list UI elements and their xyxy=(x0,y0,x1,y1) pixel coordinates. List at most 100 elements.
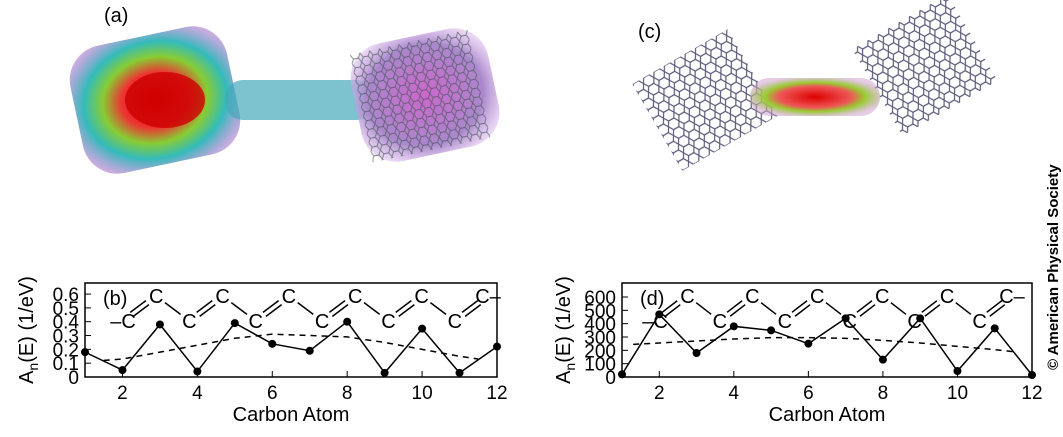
y-tick-label: 0.5 xyxy=(53,299,79,320)
series-line xyxy=(84,320,498,375)
point xyxy=(916,314,925,323)
y-tick-label: 0.6 xyxy=(53,285,79,306)
point xyxy=(804,339,813,348)
atom-label: C xyxy=(778,311,792,333)
atom-label: C xyxy=(875,286,889,308)
point xyxy=(155,320,164,329)
point xyxy=(767,326,776,335)
atom-label: C xyxy=(215,286,229,308)
bond xyxy=(791,300,808,313)
image-a xyxy=(69,26,500,174)
bond xyxy=(825,302,842,315)
point xyxy=(305,346,314,355)
point xyxy=(268,339,277,348)
x-tick-label: 12 xyxy=(486,383,507,404)
x-tick-label: 8 xyxy=(342,383,353,404)
bond xyxy=(199,304,216,317)
y-label-sub: n xyxy=(25,363,41,371)
bond xyxy=(429,302,447,315)
point xyxy=(990,324,999,333)
point xyxy=(380,368,389,377)
bond xyxy=(760,302,777,315)
y-axis-label: An(E) (1/eV) xyxy=(16,276,41,384)
y-tick-label: 0.1 xyxy=(53,354,79,375)
y-tick-label: 300 xyxy=(584,328,616,349)
bond xyxy=(265,304,283,317)
atom-label: C xyxy=(282,286,296,308)
panel-label: (d) xyxy=(640,288,664,310)
atom-label: C xyxy=(745,286,759,308)
atom-label: –C xyxy=(110,311,136,333)
x-tick-label: 2 xyxy=(654,383,665,404)
bond xyxy=(921,300,938,313)
point xyxy=(1028,371,1036,379)
bond xyxy=(856,300,873,313)
bond xyxy=(132,304,150,317)
bond xyxy=(464,304,482,317)
x-tick-label: 12 xyxy=(1021,383,1042,404)
bond xyxy=(297,302,314,315)
atom-label: C xyxy=(972,311,986,333)
atom-label: C xyxy=(348,286,362,308)
atom-label: C xyxy=(149,286,163,308)
point xyxy=(193,367,202,376)
x-tick-label: 2 xyxy=(117,383,128,404)
atom-label: C xyxy=(414,286,428,308)
panel-label: (b) xyxy=(103,288,127,310)
bond xyxy=(164,302,182,315)
point xyxy=(230,319,239,328)
point xyxy=(655,310,664,319)
y-label-sub: n xyxy=(562,363,578,371)
atom-label: C– xyxy=(475,286,501,308)
series-line xyxy=(103,333,479,362)
bond xyxy=(461,300,479,313)
bond xyxy=(890,302,907,315)
x-axis-label: Carbon Atom xyxy=(769,404,886,426)
atom-label: C xyxy=(182,311,196,333)
point xyxy=(343,317,352,326)
atom-label: C xyxy=(680,286,694,308)
point xyxy=(618,370,626,379)
y-tick-label: 0.2 xyxy=(53,340,79,361)
bond xyxy=(794,304,811,317)
bond xyxy=(989,304,1006,317)
y-tick-label: 200 xyxy=(584,341,616,362)
plot-frame xyxy=(84,282,498,378)
point xyxy=(692,349,701,357)
bond xyxy=(398,304,415,317)
point xyxy=(878,355,887,364)
bond xyxy=(331,304,349,317)
y-tick-label: 0.3 xyxy=(53,327,79,348)
panel-label: (c) xyxy=(638,21,661,43)
atom-label: C xyxy=(249,311,263,333)
x-tick-label: 4 xyxy=(729,383,740,404)
y-tick-label: 600 xyxy=(584,288,616,309)
bond xyxy=(986,300,1003,313)
y-label-rest: (E) (1/eV) xyxy=(553,276,575,363)
x-axis-label: Carbon Atom xyxy=(233,404,350,426)
panel-label: (a) xyxy=(104,5,128,27)
bond xyxy=(955,302,972,315)
y-label-main: A xyxy=(16,370,38,384)
bond xyxy=(363,302,381,315)
bond xyxy=(729,304,746,317)
bond xyxy=(262,300,280,313)
point xyxy=(493,342,501,351)
series-line xyxy=(621,313,1033,376)
y-axis-label: An(E) (1/eV) xyxy=(553,276,578,384)
atom-label: C xyxy=(315,311,329,333)
copyright: © American Physical Society xyxy=(1045,164,1062,370)
y-label-rest: (E) (1/eV) xyxy=(16,276,38,363)
atom-label: C xyxy=(381,311,395,333)
atom-label: C xyxy=(448,311,462,333)
y-tick-label: 0.4 xyxy=(53,313,80,334)
bond xyxy=(695,302,712,315)
bond xyxy=(859,304,876,317)
point xyxy=(81,348,89,357)
x-tick-label: 10 xyxy=(412,383,433,404)
point xyxy=(729,322,738,331)
y-tick-label: 0 xyxy=(68,368,79,389)
atom-label: C xyxy=(713,311,727,333)
series-line xyxy=(633,336,1014,353)
